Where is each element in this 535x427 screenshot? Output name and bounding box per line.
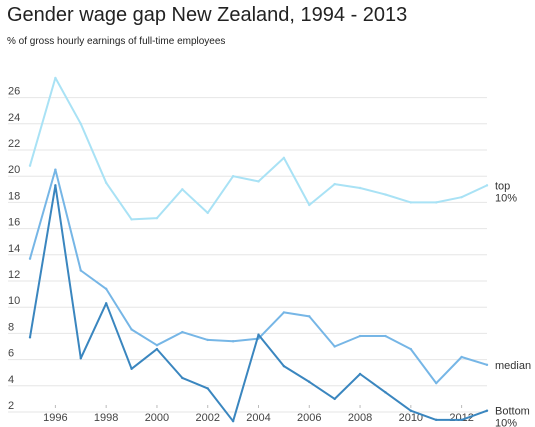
y-tick-label: 14 bbox=[8, 243, 20, 255]
data-point-median bbox=[282, 311, 286, 314]
data-point-median bbox=[308, 315, 311, 318]
y-tick-label: 10 bbox=[8, 295, 20, 307]
data-point-bottom bbox=[333, 397, 336, 401]
data-point-top bbox=[206, 211, 209, 215]
x-tick-label: 2006 bbox=[297, 412, 321, 424]
x-tick-label: 2000 bbox=[145, 412, 169, 424]
data-point-bottom bbox=[282, 364, 286, 368]
data-point-top bbox=[308, 203, 311, 207]
data-point-top bbox=[282, 156, 286, 160]
data-point-bottom bbox=[308, 380, 311, 384]
chart-subtitle: % of gross hourly earnings of full-time … bbox=[7, 36, 226, 47]
data-point-bottom bbox=[358, 372, 362, 376]
data-point-bottom bbox=[384, 391, 387, 394]
y-tick-label: 24 bbox=[8, 112, 20, 124]
y-tick-label: 4 bbox=[8, 374, 14, 386]
data-point-top bbox=[130, 218, 133, 221]
data-point-median bbox=[384, 334, 387, 338]
data-point-bottom bbox=[257, 333, 260, 336]
data-point-top bbox=[485, 184, 489, 187]
data-point-top bbox=[435, 201, 438, 204]
series-label-top: top bbox=[495, 180, 510, 192]
data-point-top bbox=[384, 193, 387, 196]
data-point-bottom bbox=[104, 302, 108, 305]
data-point-bottom bbox=[79, 357, 82, 360]
x-tick-label: 1998 bbox=[94, 412, 118, 424]
data-point-median bbox=[333, 345, 336, 348]
series-label-bottom: Bottom bbox=[495, 406, 530, 418]
x-tick-label: 2010 bbox=[399, 412, 423, 424]
data-point-median bbox=[130, 328, 133, 331]
y-tick-label: 2 bbox=[8, 400, 14, 412]
data-point-median bbox=[79, 269, 82, 272]
x-tick-label: 2002 bbox=[195, 412, 219, 424]
data-point-bottom bbox=[460, 418, 463, 422]
gridlines bbox=[8, 97, 487, 413]
y-tick-label: 18 bbox=[8, 190, 20, 202]
data-point-bottom bbox=[130, 367, 133, 370]
series-label-top-line2: 10% bbox=[495, 192, 517, 204]
data-point-top bbox=[333, 182, 336, 186]
x-tick-label: 1996 bbox=[43, 412, 67, 424]
y-tick-label: 8 bbox=[8, 321, 14, 333]
data-point-top bbox=[54, 76, 57, 80]
data-point-median bbox=[358, 334, 362, 338]
data-point-median bbox=[155, 343, 159, 347]
data-point-median bbox=[181, 330, 184, 334]
data-point-bottom bbox=[485, 409, 489, 412]
data-point-bottom bbox=[435, 418, 438, 422]
x-tick-label: 2004 bbox=[246, 412, 270, 424]
y-tick-label: 16 bbox=[8, 217, 20, 229]
data-point-median bbox=[485, 363, 489, 367]
data-point-top bbox=[460, 195, 463, 199]
data-point-top bbox=[257, 180, 260, 183]
y-tick-label: 26 bbox=[8, 86, 20, 98]
data-point-bottom bbox=[231, 419, 235, 423]
data-point-median bbox=[206, 338, 209, 342]
series-label-median: median bbox=[495, 360, 531, 372]
data-point-bottom bbox=[54, 184, 57, 187]
data-point-top bbox=[28, 164, 32, 167]
series-lines bbox=[28, 76, 489, 423]
data-point-median bbox=[409, 347, 413, 351]
data-point-top bbox=[231, 175, 235, 178]
data-point-top bbox=[409, 201, 413, 204]
data-point-top bbox=[155, 216, 159, 220]
y-tick-label: 22 bbox=[8, 138, 20, 150]
series-line-top bbox=[29, 76, 488, 221]
x-tick-label: 2012 bbox=[449, 412, 473, 424]
y-tick-label: 20 bbox=[8, 164, 20, 176]
y-tick-label: 12 bbox=[8, 269, 20, 281]
x-tick-label: 2008 bbox=[348, 412, 372, 424]
data-point-bottom bbox=[206, 387, 209, 390]
data-point-median bbox=[231, 340, 235, 343]
data-point-top bbox=[358, 186, 362, 190]
data-point-bottom bbox=[409, 409, 413, 412]
series-label-bottom-line2: 10% bbox=[495, 418, 517, 427]
data-point-median bbox=[104, 287, 108, 291]
data-point-bottom bbox=[155, 347, 159, 351]
y-tick-label: 6 bbox=[8, 348, 14, 360]
data-point-median bbox=[54, 168, 57, 171]
x-axis-ticks: 1996 1998 2000 2002 2004 2006 2008 2010 2012 bbox=[43, 405, 474, 424]
data-point-median bbox=[28, 257, 32, 260]
chart-title: Gender wage gap New Zealand, 1994 - 2013 bbox=[7, 4, 408, 26]
data-point-top bbox=[181, 188, 184, 191]
data-point-bottom bbox=[181, 376, 184, 380]
data-point-bottom bbox=[28, 336, 32, 339]
data-point-median bbox=[435, 381, 438, 385]
data-point-top bbox=[79, 122, 82, 126]
data-point-median bbox=[460, 355, 463, 359]
data-point-top bbox=[104, 181, 108, 184]
